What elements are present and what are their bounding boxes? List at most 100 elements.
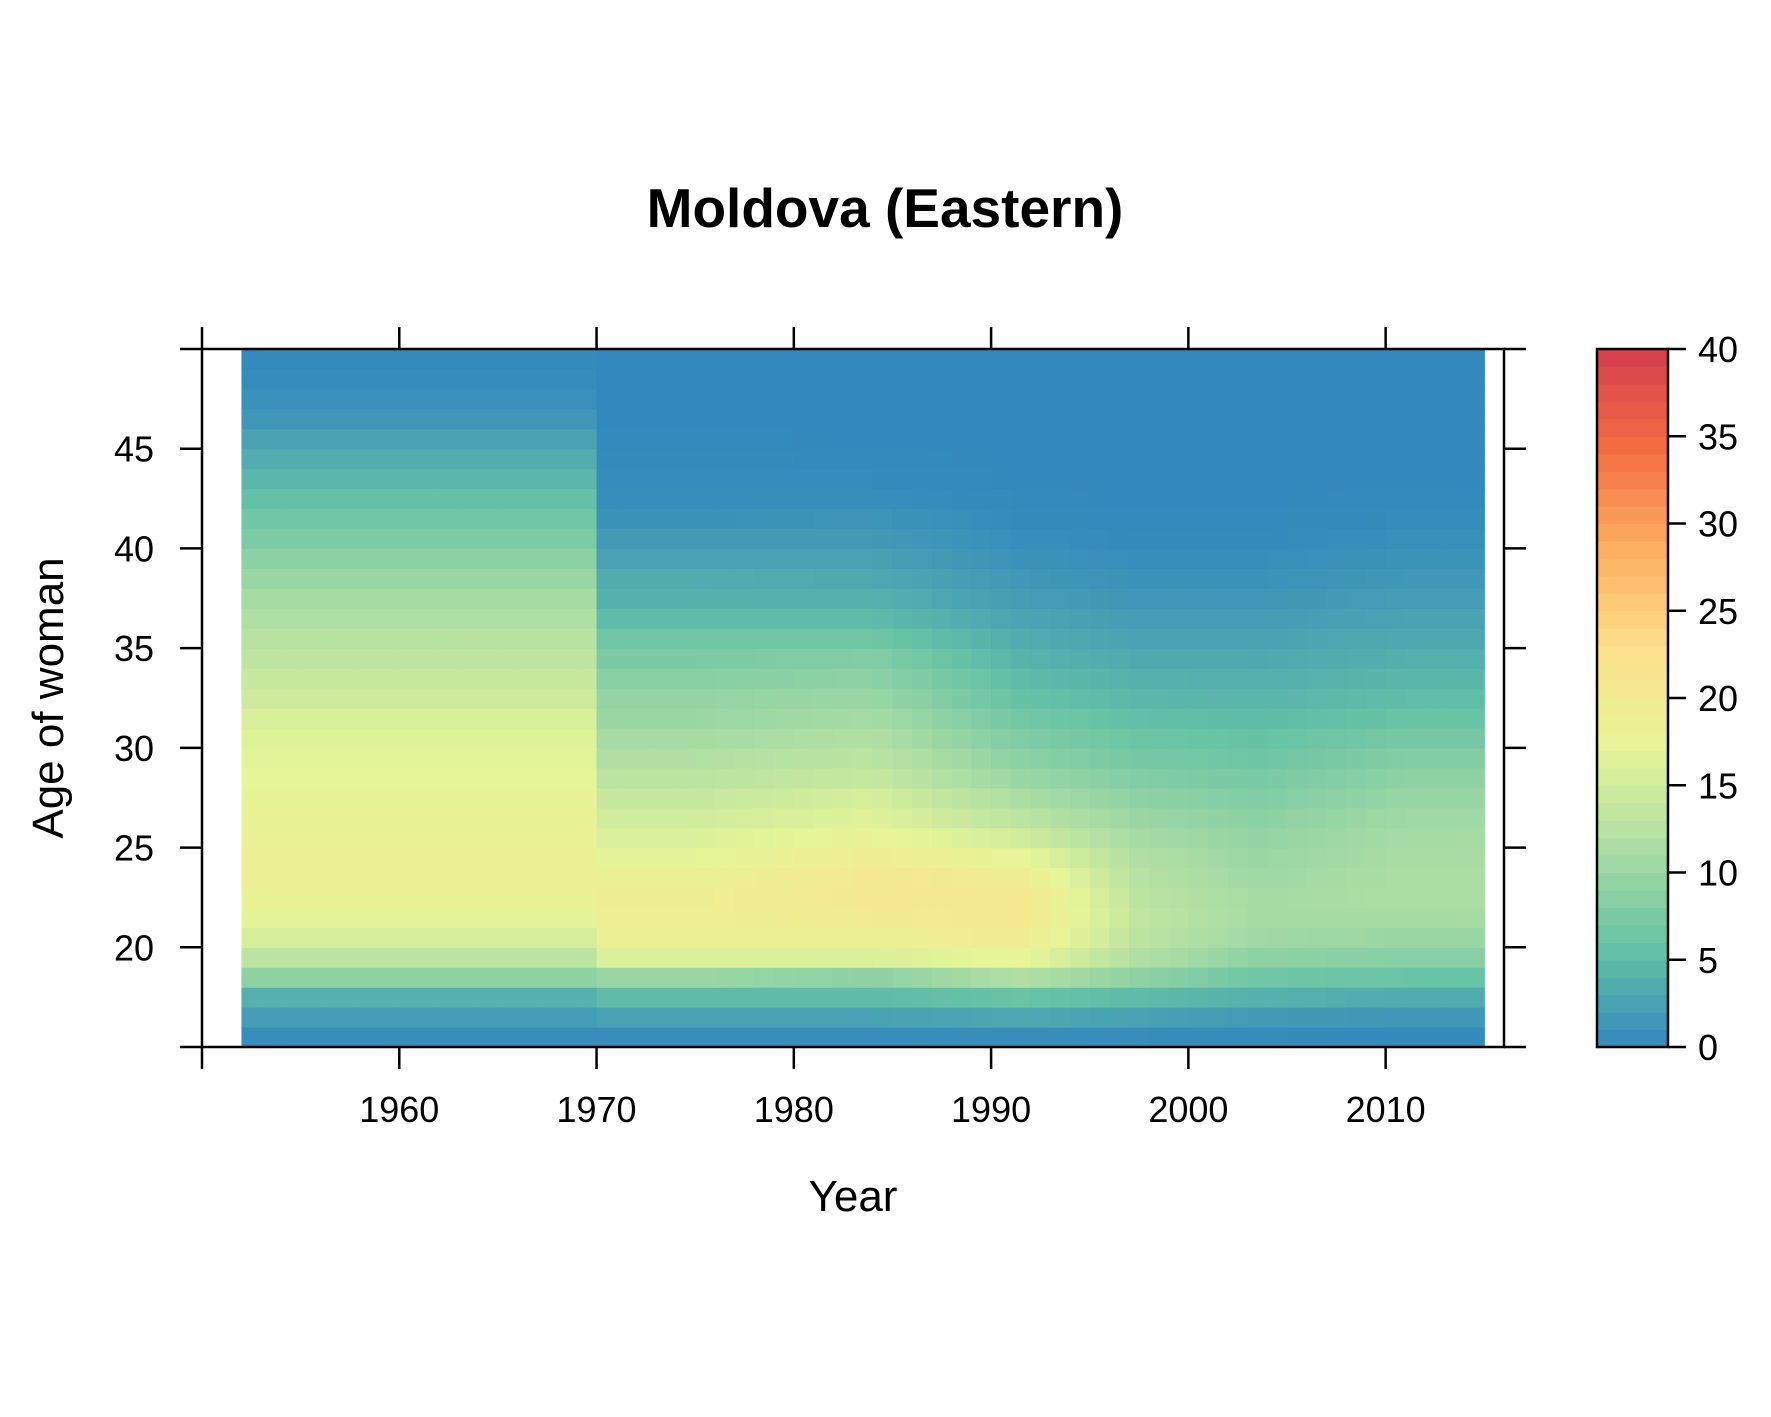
heat-cell <box>774 907 795 928</box>
heat-cell <box>833 548 854 569</box>
heat-cell <box>1464 628 1485 649</box>
heat-cell <box>636 787 657 809</box>
heat-cell <box>1385 508 1406 530</box>
heat-cell <box>1089 887 1111 908</box>
heat-cell <box>971 488 992 510</box>
heat-cell <box>1385 987 1406 1008</box>
heat-cell <box>616 608 637 629</box>
heat-cell <box>497 488 519 510</box>
heat-cell <box>1030 987 1051 1008</box>
heat-cell <box>853 468 874 490</box>
heat-cell <box>1050 568 1071 589</box>
heat-cell <box>261 1027 282 1048</box>
heat-cell <box>517 349 538 370</box>
heat-cell <box>1405 648 1426 669</box>
heat-cell <box>655 668 677 689</box>
heat-cell <box>1208 847 1229 869</box>
heat-cell <box>1444 388 1466 410</box>
heat-cell <box>734 448 755 470</box>
heat-cell <box>655 349 677 370</box>
heat-cell <box>1070 887 1091 908</box>
heat-cell <box>1109 967 1130 988</box>
heat-cell <box>1109 847 1130 869</box>
heat-cell <box>912 867 933 889</box>
heat-cell <box>1287 648 1308 669</box>
heat-cell <box>912 707 933 729</box>
heat-cell <box>655 807 677 829</box>
heat-cell <box>576 947 598 968</box>
heat-cell <box>497 408 519 430</box>
heat-cell <box>1208 1027 1229 1048</box>
heat-cell <box>1227 867 1249 889</box>
heat-cell <box>458 588 479 609</box>
heat-cell <box>1267 668 1288 689</box>
heat-cell <box>754 787 775 809</box>
heat-cell <box>892 688 913 709</box>
heat-cell <box>872 608 894 629</box>
heat-cell <box>261 747 282 769</box>
heat-cell <box>872 707 894 729</box>
heat-cell <box>853 1007 874 1028</box>
heat-cell <box>1050 887 1071 908</box>
heat-cell <box>300 1007 321 1028</box>
heat-cell <box>280 668 302 689</box>
heat-cell <box>300 488 321 510</box>
heat-cell <box>359 847 381 869</box>
heat-cell <box>1070 987 1091 1008</box>
heat-cell <box>596 668 617 689</box>
heat-cell <box>497 628 519 649</box>
heat-cell <box>991 827 1012 849</box>
heat-cell <box>517 707 538 729</box>
heat-cell <box>616 947 637 968</box>
heat-cell <box>576 408 598 430</box>
heat-cell <box>1129 787 1150 809</box>
color-legend-tick-label: 40 <box>1698 329 1738 370</box>
heat-cell <box>241 448 262 470</box>
heat-cell <box>636 767 657 789</box>
heat-cell <box>1405 628 1426 649</box>
heat-cell <box>280 907 302 928</box>
heat-cell <box>438 747 460 769</box>
heat-cell <box>636 1007 657 1028</box>
color-legend-step <box>1597 506 1668 525</box>
heat-cell <box>1247 807 1268 829</box>
heat-cell <box>1365 867 1387 889</box>
heat-cell <box>1227 807 1249 829</box>
heat-cell <box>853 508 874 530</box>
heat-cell <box>1208 668 1229 689</box>
heat-cell <box>636 707 657 729</box>
heat-cell <box>1188 368 1209 390</box>
heat-cell <box>261 628 282 649</box>
heat-cell <box>636 867 657 889</box>
heat-cell <box>813 568 834 589</box>
heat-cell <box>1148 648 1170 669</box>
heat-cell <box>1444 727 1466 749</box>
heat-cell <box>1129 887 1150 908</box>
heat-cell <box>951 568 972 589</box>
heat-cell <box>517 807 538 829</box>
heat-cell <box>971 588 992 609</box>
heat-cell <box>1306 847 1328 869</box>
heat-cell <box>596 727 617 749</box>
heat-cell <box>1089 568 1111 589</box>
heat-cell <box>1208 528 1229 550</box>
heat-cell <box>1089 488 1111 510</box>
heat-cell <box>813 648 834 669</box>
heat-cell <box>1188 747 1209 769</box>
heat-cell <box>596 688 617 709</box>
heat-cell <box>1385 488 1406 510</box>
heat-cell <box>1188 688 1209 709</box>
heat-cell <box>1425 468 1446 490</box>
heat-cell <box>616 468 637 490</box>
heat-cell <box>675 707 696 729</box>
heat-cell <box>478 408 499 430</box>
heat-cell <box>616 349 637 370</box>
heat-cell <box>1425 428 1446 450</box>
heat-cell <box>1306 408 1328 430</box>
heat-cell <box>695 408 716 430</box>
heat-cell <box>754 448 775 470</box>
heat-cell <box>675 847 696 869</box>
heat-cell <box>280 688 302 709</box>
heat-cell <box>399 747 420 769</box>
heat-cell <box>1168 967 1189 988</box>
